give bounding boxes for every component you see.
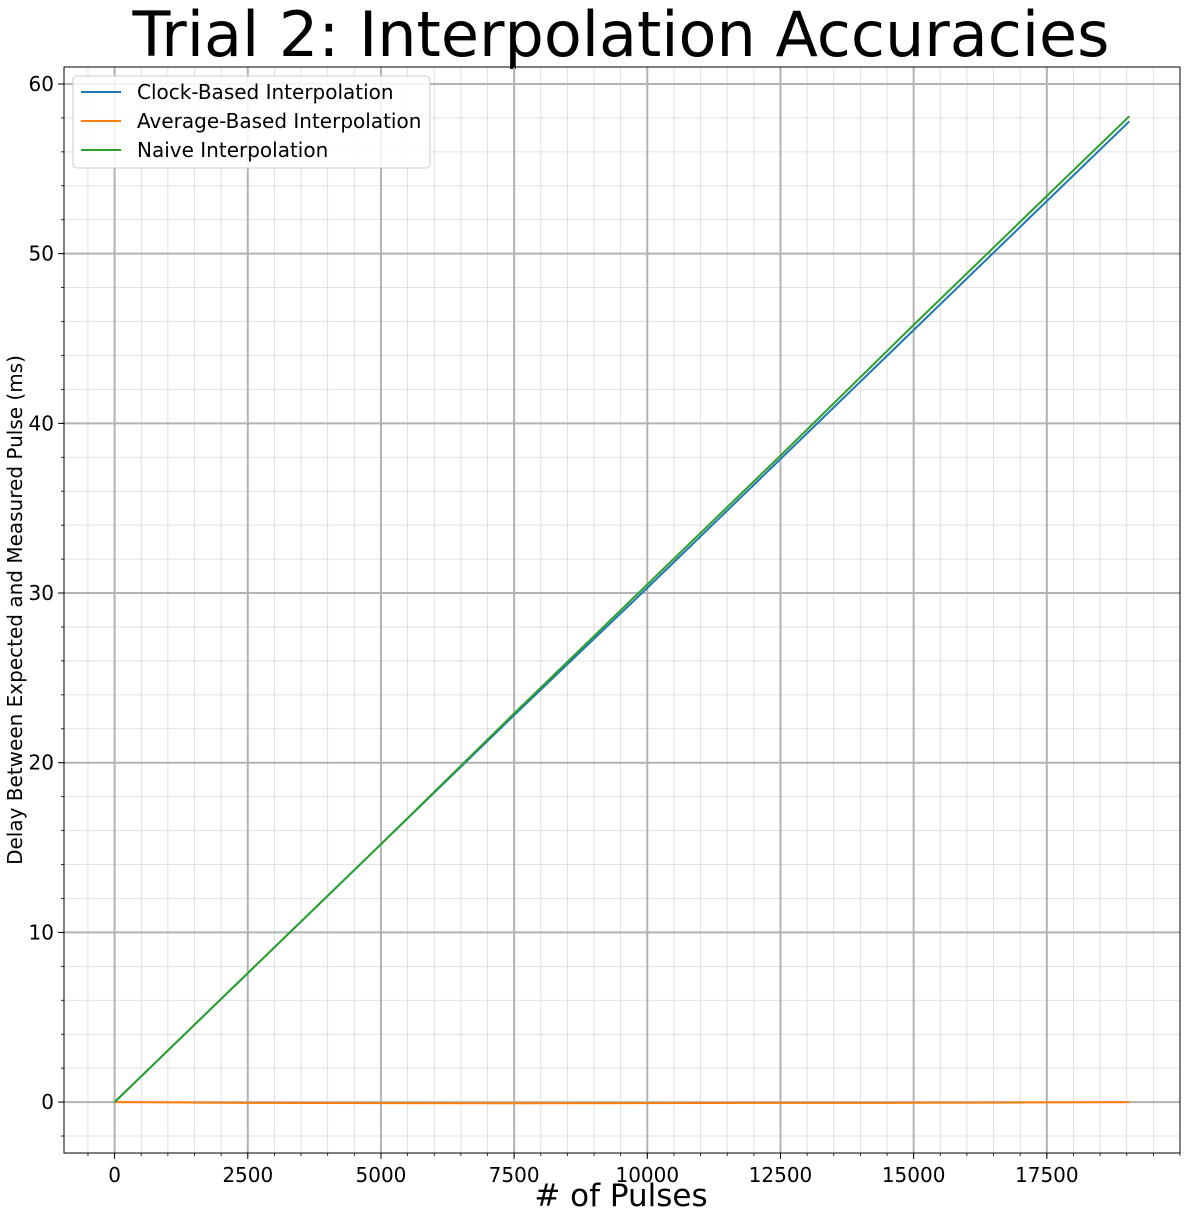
y-tick-label: 30 xyxy=(29,581,54,605)
y-tick-label: 50 xyxy=(29,242,54,266)
legend: Clock-Based Interpolation Average-Based I… xyxy=(72,75,431,169)
x-tick-label: 17500 xyxy=(1015,1163,1079,1187)
y-tick-label: 0 xyxy=(41,1090,54,1114)
legend-label-1: Clock-Based Interpolation xyxy=(137,80,394,104)
x-tick-label: 5000 xyxy=(356,1163,407,1187)
legend-label-2: Average-Based Interpolation xyxy=(137,109,421,133)
legend-box xyxy=(72,75,431,169)
x-tick-label: 15000 xyxy=(882,1163,946,1187)
y-tick-label: 40 xyxy=(29,411,54,435)
x-tick-label: 7500 xyxy=(489,1163,540,1187)
y-axis-label: Delay Between Expected and Measured Puls… xyxy=(3,355,27,865)
x-tick-label: 2500 xyxy=(222,1163,273,1187)
x-tick-label: 12500 xyxy=(749,1163,813,1187)
x-axis-label: # of Pulses xyxy=(534,1178,707,1214)
x-axis-ticks: 0 2500 5000 7500 10000 12500 15000 17500 xyxy=(87,1153,1181,1187)
y-tick-label: 60 xyxy=(29,72,54,96)
legend-label-3: Naive Interpolation xyxy=(137,138,328,162)
x-tick-label: 10000 xyxy=(615,1163,679,1187)
series-line-2 xyxy=(114,1101,1130,1105)
x-tick-label: 0 xyxy=(108,1163,121,1187)
series-line-3 xyxy=(113,115,1131,1103)
chart-title: Trial 2: Interpolation Accuracies xyxy=(132,0,1110,71)
y-axis-ticks: 0 10 20 30 40 50 60 xyxy=(29,72,64,1137)
series-lines xyxy=(113,115,1131,1105)
y-tick-label: 20 xyxy=(29,751,54,775)
y-tick-label: 10 xyxy=(29,920,54,944)
plot-frame xyxy=(63,66,1181,1154)
